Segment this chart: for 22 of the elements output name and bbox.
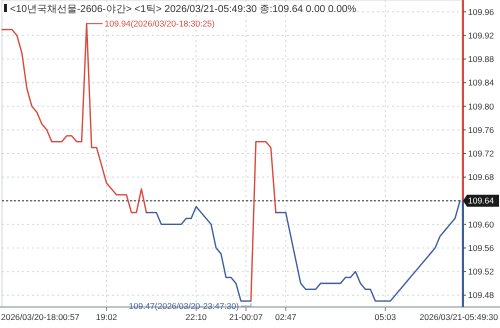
x-tick-label: 02:47 [275, 312, 297, 322]
y-tick-label: 109.60 [468, 219, 494, 230]
y-tick-label: 109.68 [468, 172, 494, 182]
y-tick-label: 109.52 [468, 266, 494, 277]
y-tick-label: 109.56 [468, 242, 494, 253]
y-tick-label: 109.80 [468, 101, 494, 112]
chart-title: <10년국채선물-2606-야간> <1틱> 2026/03/21-05:49:30 종:109.64 0.00 0.00% [10, 4, 356, 15]
y-tick-label: 109.76 [468, 124, 494, 135]
x-tick-label: 22:10 [186, 312, 208, 322]
y-tick-label: 109.64 [468, 196, 494, 206]
y-tick-label: 109.88 [468, 54, 494, 64]
y-tick-label: 109.48 [468, 290, 494, 300]
x-tick-label: 19:02 [96, 312, 118, 322]
y-tick-label: 109.84 [468, 78, 494, 88]
x-tick-label: 21-00:07 [229, 312, 263, 322]
y-tick-label: 109.92 [468, 30, 494, 40]
text: 2026/03/21-05:49:30 [420, 312, 498, 322]
annotation: 109.94(2026/03/20-18:30:25) [104, 18, 215, 29]
y-tick-label: 109.96 [468, 6, 494, 17]
y-tick-label: 109.72 [468, 148, 494, 158]
text: 2026/03/20-18:00:57 [1, 312, 80, 322]
x-tick-label: 05:03 [374, 312, 396, 322]
